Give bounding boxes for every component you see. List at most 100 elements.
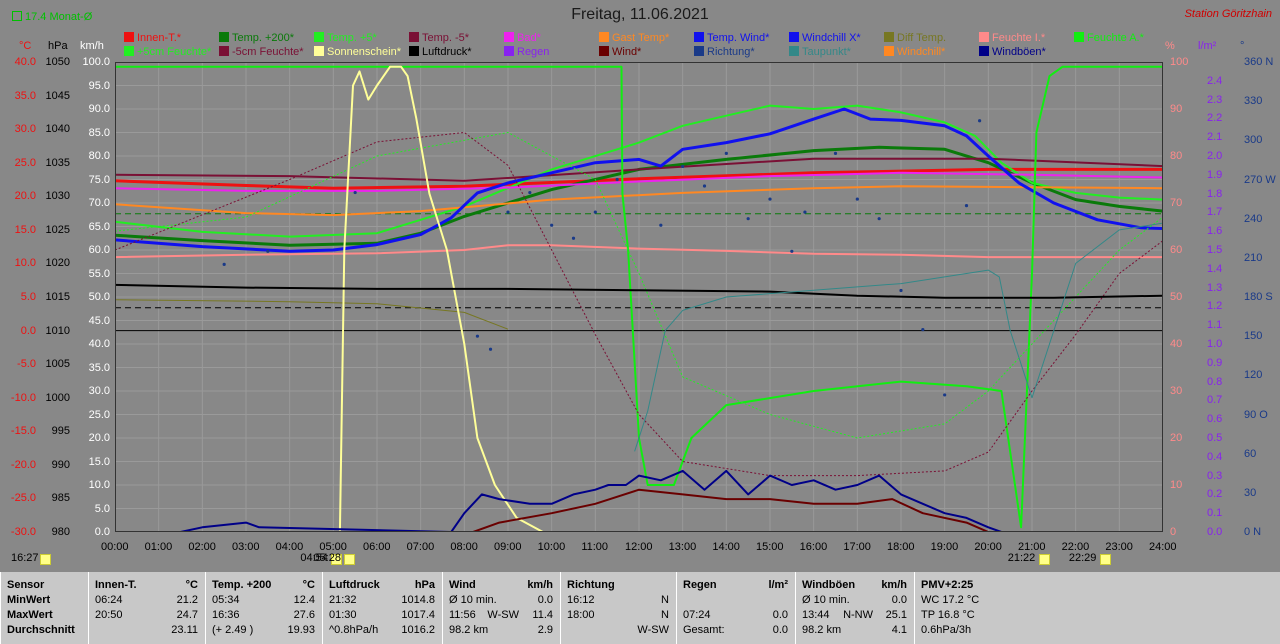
series-line-luftdruck bbox=[115, 283, 1163, 299]
direction-point bbox=[803, 210, 807, 214]
legend-item[interactable]: Feuchte A.* bbox=[1074, 31, 1144, 45]
legend-item[interactable]: +5cm Feuchte* bbox=[124, 45, 211, 59]
stats-value: 21:32 bbox=[329, 594, 357, 606]
tick-label-rain: 0.8 bbox=[1207, 375, 1223, 388]
stats-value: 0.0 bbox=[891, 594, 907, 606]
legend-item[interactable]: Innen-T.* bbox=[124, 31, 181, 45]
series-line-feuchte-i bbox=[115, 244, 1163, 259]
legend-item[interactable]: Temp. +5* bbox=[314, 31, 377, 45]
stats-value: 23.11 bbox=[171, 624, 198, 636]
stats-value: ^0.8hPa/h bbox=[329, 624, 379, 636]
stats-value: 24.7 bbox=[176, 609, 198, 621]
tick-label-rain: 0.3 bbox=[1207, 469, 1223, 482]
legend-label: Windchill* bbox=[897, 46, 946, 58]
legend-label: Innen-T.* bbox=[137, 32, 182, 44]
tick-label-hpa: 1010 bbox=[45, 324, 70, 337]
stats-value: (+ 2.49 ) bbox=[212, 624, 254, 636]
direction-point bbox=[222, 262, 226, 266]
legend-swatch-icon bbox=[884, 46, 894, 56]
legend-label: Taupunkt* bbox=[802, 46, 851, 58]
legend-item[interactable]: Luftdruck* bbox=[409, 45, 472, 59]
tick-label-time: 10:00 bbox=[537, 541, 566, 553]
stats-value: Ø 10 min. bbox=[449, 594, 497, 606]
page-title: Freitag, 11.06.2021 bbox=[571, 6, 709, 23]
legend-item[interactable]: Feuchte I.* bbox=[979, 31, 1045, 45]
tick-label-kmh: 25.0 bbox=[88, 408, 110, 421]
stats-column: Luftdruck hPa 21:32 1014.8 01:30 1017.4 ^0.8hP… bbox=[322, 572, 443, 644]
series-line-temp-200 bbox=[115, 145, 1163, 247]
stats-value: 13:44 bbox=[802, 609, 830, 621]
tick-label-celsius: 0.0 bbox=[20, 324, 36, 337]
stats-value: W-SW bbox=[487, 609, 519, 621]
tick-label-rain: 1.3 bbox=[1207, 281, 1223, 294]
sun-icon bbox=[1099, 554, 1111, 565]
stats-value: 98.2 km bbox=[449, 624, 489, 636]
legend-item[interactable]: Gast Temp* bbox=[599, 31, 669, 45]
tick-label-rain: 2.1 bbox=[1207, 131, 1223, 144]
axis-unit-kmh: km/h bbox=[80, 40, 104, 52]
stats-column: Regen l/m² 07:24 0.0 Gesamt: 0.0 bbox=[676, 572, 796, 644]
legend-item[interactable]: Windböen* bbox=[979, 45, 1046, 59]
stats-value: 0.0 bbox=[537, 594, 553, 606]
sun-time-label: 22:29 bbox=[1068, 552, 1097, 564]
stats-value: 25.1 bbox=[885, 609, 907, 621]
legend-item[interactable]: Windchill X* bbox=[789, 31, 861, 45]
legend-item[interactable]: Richtung* bbox=[694, 45, 755, 59]
tick-label-rain: 2.3 bbox=[1207, 93, 1223, 106]
stats-column: Temp. +200 °C 05:34 12.4 16:36 27.6 (+ 2.49 ) 1… bbox=[205, 572, 323, 644]
tick-label-celsius: 15.0 bbox=[14, 223, 36, 236]
legend-item[interactable]: Taupunkt* bbox=[789, 45, 851, 59]
tick-label-hpa: 1000 bbox=[45, 391, 70, 404]
stats-header: Wind bbox=[449, 579, 476, 591]
legend-swatch-icon bbox=[979, 46, 989, 56]
legend-item[interactable]: Wind* bbox=[599, 45, 641, 59]
legend-label: Richtung* bbox=[707, 46, 755, 58]
stats-value: 16:12 bbox=[567, 594, 595, 606]
tick-label-time: 18:00 bbox=[887, 541, 915, 553]
legend-swatch-icon bbox=[694, 46, 704, 56]
sun-icon bbox=[1038, 554, 1050, 565]
tick-label-direction: 180 S bbox=[1244, 291, 1273, 303]
legend-item[interactable]: Windchill* bbox=[884, 45, 945, 59]
legend-item[interactable]: Temp. -5* bbox=[409, 31, 469, 45]
tick-label-percent: 80 bbox=[1170, 150, 1183, 162]
legend-item[interactable]: Sonnenschein* bbox=[314, 45, 401, 59]
legend-item[interactable]: Temp. +200* bbox=[219, 31, 294, 45]
tick-label-direction: 330 bbox=[1244, 95, 1263, 108]
tick-label-direction: 270 W bbox=[1244, 173, 1276, 186]
legend-label: Feuchte A.* bbox=[1087, 32, 1144, 44]
tick-label-celsius: 10.0 bbox=[14, 257, 36, 270]
legend-item[interactable]: Diff Temp. bbox=[884, 31, 946, 45]
tick-label-rain: 2.0 bbox=[1207, 150, 1223, 162]
stats-value: 0.0 bbox=[772, 624, 788, 636]
tick-label-kmh: 40.0 bbox=[88, 338, 110, 350]
stats-value: MaxWert bbox=[7, 609, 53, 621]
series-line-wind bbox=[472, 488, 989, 532]
tick-label-rain: 1.0 bbox=[1207, 338, 1223, 350]
legend-item[interactable]: Bad* bbox=[504, 31, 541, 45]
sun-time-label: 04:54 bbox=[300, 552, 328, 564]
tick-label-time: 01:00 bbox=[144, 541, 173, 553]
stats-value: 06:24 bbox=[95, 594, 123, 606]
legend-swatch-icon bbox=[599, 32, 609, 42]
legend-item[interactable]: -5cm Feuchte* bbox=[219, 45, 304, 59]
tick-label-celsius: -5.0 bbox=[17, 358, 36, 371]
series-line-temp-wind bbox=[115, 107, 1163, 253]
stats-value: 20:50 bbox=[95, 609, 123, 621]
tick-label-time: 13:00 bbox=[668, 541, 697, 553]
sun-time-label: 21:22 bbox=[1007, 552, 1036, 564]
legend-label: Windböen* bbox=[992, 46, 1046, 58]
stats-header: km/h bbox=[527, 579, 553, 591]
direction-point bbox=[943, 393, 947, 397]
series-line-windb-en bbox=[180, 469, 1002, 532]
tick-label-celsius: -10.0 bbox=[10, 391, 36, 404]
legend-item[interactable]: Temp. Wind* bbox=[694, 31, 769, 45]
legend-label: Sonnenschein* bbox=[327, 46, 402, 58]
tick-label-direction: 120 bbox=[1244, 369, 1263, 382]
legend-label: Wind* bbox=[612, 46, 642, 58]
checkbox-icon[interactable] bbox=[12, 11, 22, 21]
tick-label-time: 23:00 bbox=[1105, 541, 1133, 553]
tick-label-direction: 60 bbox=[1244, 447, 1257, 460]
tick-label-kmh: 15.0 bbox=[88, 455, 110, 468]
legend-item[interactable]: Regen bbox=[504, 45, 549, 59]
